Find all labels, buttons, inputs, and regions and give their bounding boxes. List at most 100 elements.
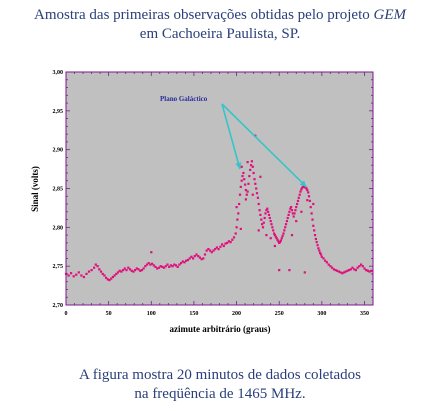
data-point <box>222 244 225 248</box>
data-points <box>64 134 373 282</box>
data-point <box>200 258 203 261</box>
data-point <box>282 232 285 235</box>
data-point <box>273 234 276 237</box>
data-point <box>317 247 320 250</box>
data-point <box>212 249 215 252</box>
data-point <box>149 263 152 266</box>
data-point <box>190 255 193 258</box>
data-point <box>314 237 317 241</box>
data-point <box>309 206 312 209</box>
data-point <box>311 218 314 221</box>
data-point <box>238 193 242 196</box>
data-point <box>94 263 97 266</box>
data-point <box>249 168 252 171</box>
plot-area <box>65 71 374 306</box>
scatter-chart: 0 50 100 150 200 250 300 350 2,70 2,75 2,80 2,85 2,9… <box>30 70 374 334</box>
data-point <box>235 226 238 229</box>
data-point <box>370 269 373 272</box>
data-point <box>296 202 299 206</box>
data-point <box>290 206 293 209</box>
data-point <box>288 210 291 213</box>
data-point <box>75 273 78 276</box>
data-point <box>334 269 337 272</box>
data-point <box>351 266 354 269</box>
data-point <box>272 229 275 232</box>
data-point <box>236 218 239 221</box>
data-point <box>224 242 227 245</box>
data-point <box>85 272 88 275</box>
data-point <box>98 268 101 271</box>
data-point <box>181 260 184 263</box>
x-tick-label: 200 <box>232 311 241 317</box>
data-point <box>215 246 218 249</box>
data-point <box>142 267 145 270</box>
data-point <box>238 202 241 206</box>
data-point <box>261 223 264 226</box>
data-point <box>271 226 274 229</box>
data-point <box>246 190 249 193</box>
data-point <box>101 272 104 275</box>
data-point <box>280 237 283 240</box>
data-point <box>307 191 310 194</box>
data-point <box>110 277 113 280</box>
x-tick-label: 250 <box>275 311 284 317</box>
data-point <box>349 268 352 271</box>
data-point <box>297 196 300 199</box>
data-point <box>315 241 318 244</box>
caption-top-line-2: em Cachoeira Paulista, SP. <box>139 26 301 42</box>
data-point <box>80 274 83 277</box>
data-point <box>265 209 268 212</box>
data-point <box>256 196 259 199</box>
data-point <box>234 232 237 235</box>
data-point <box>295 220 298 223</box>
data-point <box>277 240 280 243</box>
data-point <box>288 269 291 272</box>
data-point <box>135 267 138 270</box>
data-point <box>269 220 272 223</box>
data-point <box>103 274 106 277</box>
data-point <box>134 269 137 272</box>
x-tick-label: 0 <box>65 311 68 317</box>
x-tick-label: 300 <box>317 311 326 317</box>
data-point <box>239 227 242 230</box>
y-tick-label: 2,80 <box>53 225 64 231</box>
data-point <box>244 198 247 201</box>
data-point <box>363 267 366 270</box>
data-point <box>105 276 108 279</box>
caption-top-line-1: Amostra das primeiras observações obtida… <box>0 6 440 25</box>
data-point <box>253 178 256 181</box>
data-point <box>207 248 210 251</box>
data-point <box>180 262 183 265</box>
data-point <box>163 266 166 269</box>
y-axis-label: Sinal (volts) <box>30 166 40 212</box>
data-point <box>123 267 126 270</box>
x-tick-label: 50 <box>106 311 112 317</box>
y-tick-label: 3,00 <box>53 70 64 76</box>
data-point <box>113 274 116 277</box>
data-point <box>318 249 321 252</box>
data-point <box>262 221 265 224</box>
data-point <box>319 251 322 255</box>
data-point <box>293 212 296 215</box>
data-point <box>178 263 181 266</box>
data-point <box>320 255 323 258</box>
data-point <box>368 270 371 273</box>
data-point <box>324 259 327 262</box>
data-point <box>305 187 308 190</box>
annotation-arrow-line <box>221 103 308 188</box>
data-point <box>210 251 213 254</box>
x-tick-label: 350 <box>360 311 369 317</box>
data-point <box>227 240 230 243</box>
data-point <box>263 216 266 220</box>
data-point <box>176 265 179 268</box>
data-point <box>312 202 315 206</box>
data-point <box>70 272 73 275</box>
data-point <box>157 266 161 269</box>
data-point <box>161 265 164 268</box>
data-point <box>209 249 212 252</box>
data-point <box>173 263 176 266</box>
data-point <box>284 226 287 229</box>
data-point <box>278 269 281 272</box>
data-point <box>231 238 234 241</box>
data-point <box>186 258 189 262</box>
